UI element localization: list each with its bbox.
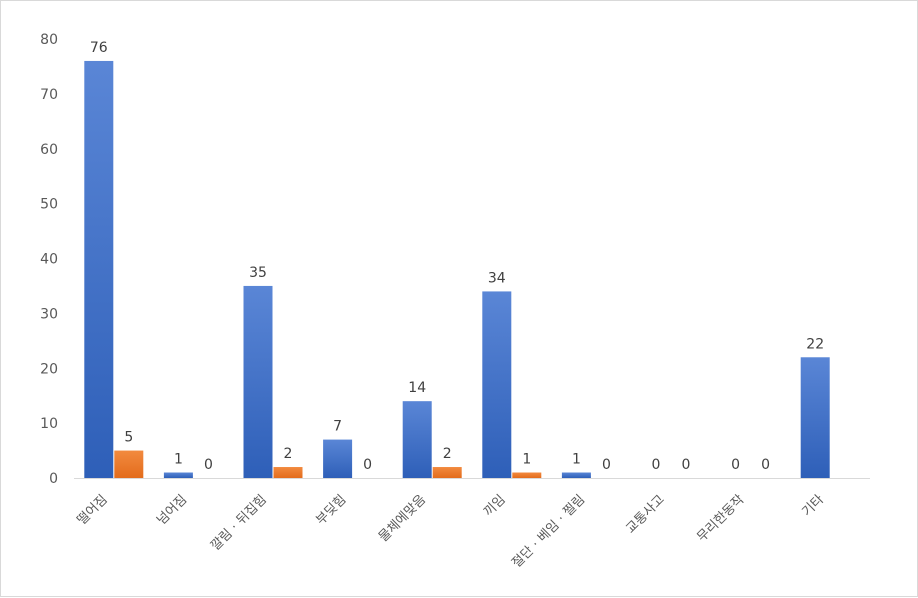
data-label: 0 (761, 457, 770, 473)
bar (273, 467, 303, 478)
data-label: 2 (284, 446, 293, 462)
data-label: 2 (443, 446, 452, 462)
data-label: 34 (488, 270, 506, 286)
bar (800, 357, 830, 478)
data-labels: 76 5 1 0 35 2 7 0 14 2 34 1 1 0 0 0 0 0 22 (90, 40, 824, 473)
x-tick-label: 끼임 (481, 492, 509, 520)
data-label: 0 (204, 457, 213, 473)
y-tick-label: 10 (40, 416, 58, 432)
data-label: 1 (572, 452, 581, 468)
data-label: 1 (522, 452, 531, 468)
bars (84, 60, 830, 478)
x-tick-label: 기타 (800, 492, 828, 520)
data-label: 0 (363, 457, 372, 473)
x-axis: 떨어짐 넘어짐 깔림 · 뒤집힘 부딪힘 물체에맞음 끼임 절단 · 베임 · 찔림 교통사고… (75, 492, 827, 571)
bar (114, 450, 144, 478)
y-tick-label: 0 (49, 471, 58, 487)
x-tick-label: 떨어짐 (75, 492, 111, 528)
data-label: 7 (333, 419, 342, 435)
bar (402, 401, 432, 478)
x-tick-label: 물체에맞음 (376, 492, 429, 545)
y-tick-label: 20 (40, 361, 58, 377)
bar (163, 472, 193, 478)
data-label: 0 (682, 457, 691, 473)
data-label: 5 (124, 430, 133, 446)
x-tick-label: 부딪힘 (313, 492, 349, 528)
bar (243, 285, 273, 478)
x-tick-label: 절단 · 베임 · 찔림 (509, 492, 588, 571)
bar (482, 291, 512, 478)
data-label: 14 (408, 380, 426, 396)
data-label: 1 (174, 452, 183, 468)
y-tick-label: 50 (40, 197, 58, 213)
y-tick-label: 60 (40, 142, 58, 158)
y-tick-label: 80 (40, 32, 58, 48)
y-tick-label: 70 (40, 87, 58, 103)
bar (84, 60, 114, 478)
x-tick-label: 넘어짐 (154, 492, 190, 528)
data-label: 0 (731, 457, 740, 473)
data-label: 22 (806, 336, 824, 352)
bar (432, 467, 462, 478)
y-axis: 0 10 20 30 40 50 60 70 80 (40, 32, 58, 487)
y-tick-label: 40 (40, 252, 58, 268)
data-label: 35 (249, 265, 267, 281)
x-tick-label: 무리한동작 (695, 492, 748, 545)
x-tick-label: 교통사고 (623, 492, 667, 536)
y-tick-label: 30 (40, 306, 58, 322)
data-label: 0 (652, 457, 661, 473)
bar (323, 439, 353, 478)
data-label: 76 (90, 40, 108, 56)
data-label: 0 (602, 457, 611, 473)
x-tick-label: 깔림 · 뒤집힘 (208, 492, 270, 554)
bar (512, 472, 542, 478)
bar (561, 472, 591, 478)
